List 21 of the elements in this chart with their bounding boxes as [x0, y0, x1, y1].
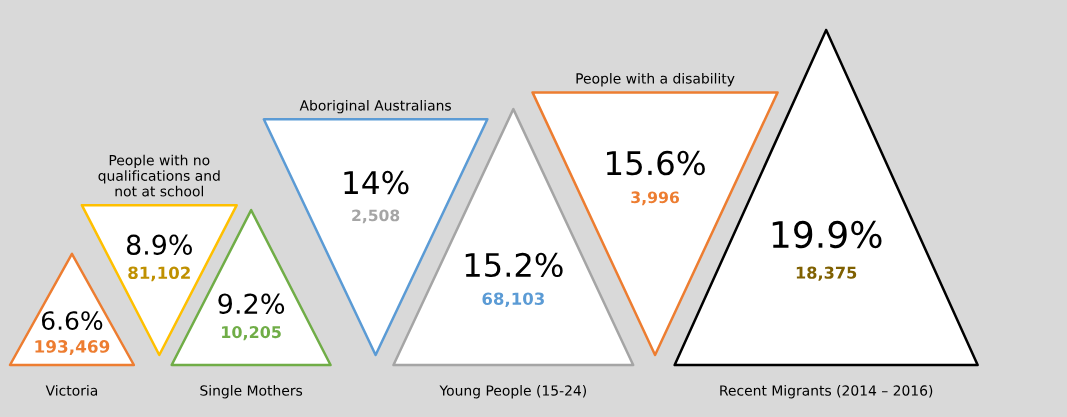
data-label: 2,508 [352, 209, 400, 224]
data-label: 18,375 [796, 266, 857, 281]
data-label: 193,469 [35, 340, 110, 355]
category-label: Victoria [45, 385, 98, 396]
data-label: 6.6% [41, 311, 103, 331]
category-label: People with a disability [576, 72, 735, 87]
category-label: Single Mothers [200, 385, 303, 399]
category-label: Young People (15-24) [439, 385, 587, 399]
data-label: 15.6% [606, 150, 705, 176]
data-label: 81,102 [128, 266, 190, 282]
data-label: 15.2% [465, 252, 563, 278]
data-label: 3,996 [631, 191, 680, 206]
data-label: 10,205 [222, 326, 281, 341]
category-label: People with no qualifications and not at school [98, 154, 220, 197]
data-label: 9.2% [218, 293, 285, 315]
category-label: Aboriginal Australians [299, 99, 451, 114]
data-label: 14% [344, 170, 409, 195]
data-label: 68,103 [482, 292, 544, 308]
category-label: Recent Migrants (2014 – 2016) [720, 385, 933, 399]
data-label: 8.9% [126, 234, 192, 255]
data-label: 19.9% [772, 220, 882, 249]
